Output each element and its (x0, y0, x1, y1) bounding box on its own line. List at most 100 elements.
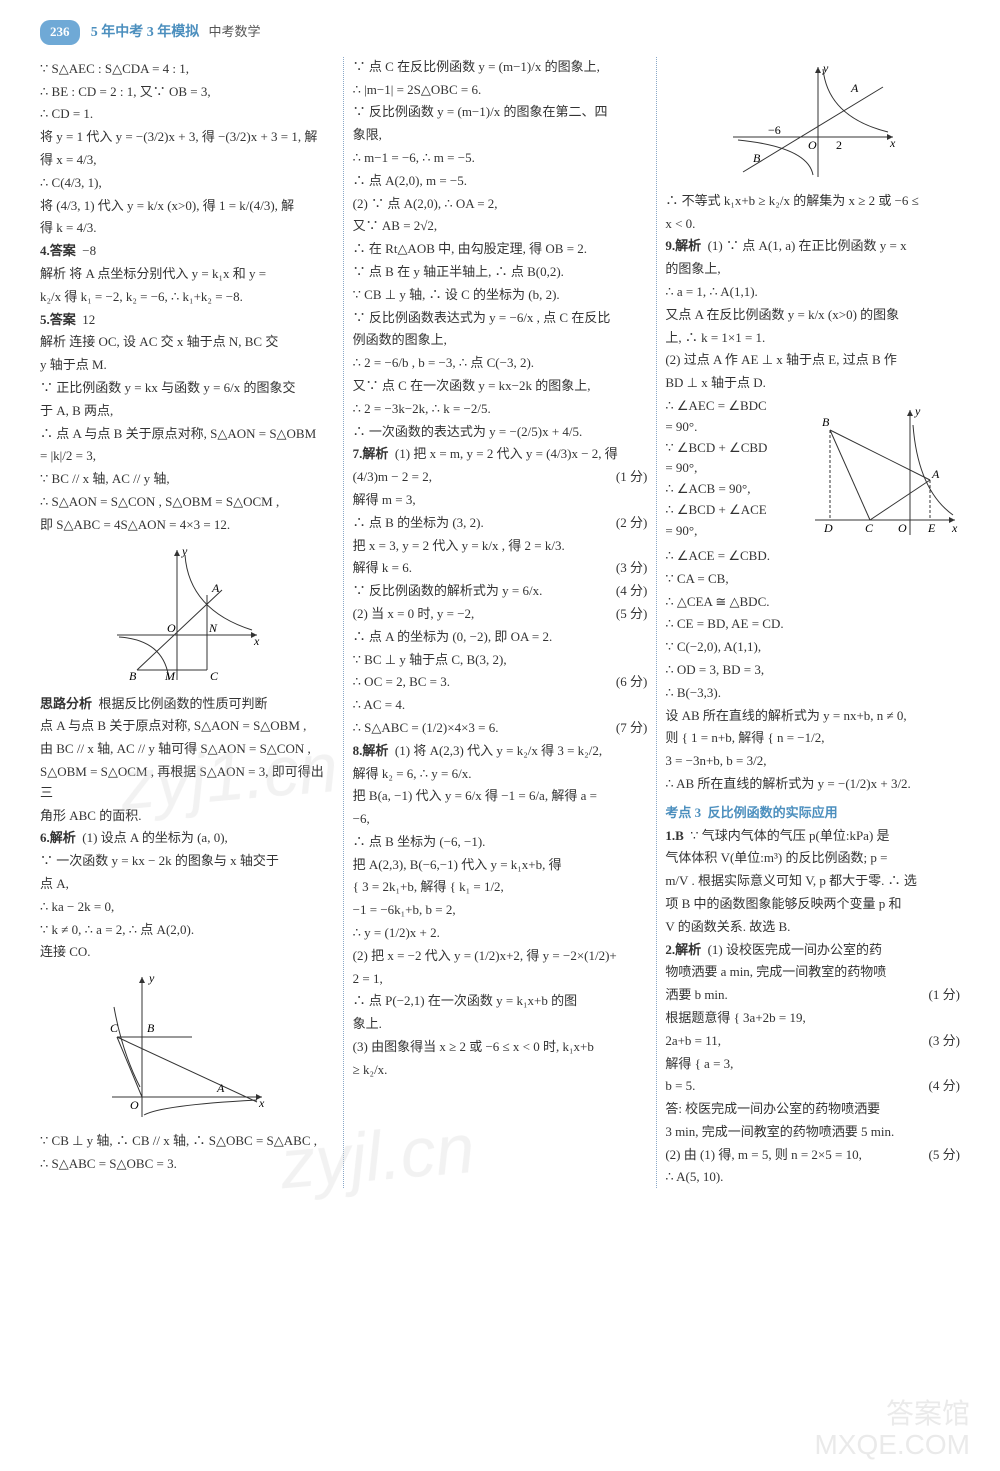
text-line: ∴ OD = 3, BD = 3, (665, 660, 960, 681)
svg-text:O: O (898, 521, 907, 535)
text-line: ∴ 在 Rt△AOB 中, 由勾股定理, 得 OB = 2. (353, 239, 648, 260)
svg-text:y: y (914, 404, 921, 418)
score: (1 分) (929, 985, 960, 1006)
text-line: 把 B(a, −1) 代入 y = 6/x 得 −1 = 6/a, 解得 a = (353, 786, 648, 807)
text-line: 将 (4/3, 1) 代入 y = k/x (x>0), 得 1 = k/(4/… (40, 196, 335, 217)
page-header: 236 5 年中考 3 年模拟 中考数学 (40, 20, 960, 45)
text-line: ∴ m−1 = −6, ∴ m = −5. (353, 148, 648, 169)
text-line: ∴ a = 1, ∴ A(1,1). (665, 282, 960, 303)
text-line: 把 A(2,3), B(−6,−1) 代入 y = k₁x+b, 得 (353, 855, 648, 876)
text-line: ∵ k ≠ 0, ∴ a = 2, ∴ 点 A(2,0). (40, 920, 335, 941)
text-line: ∵ S△AEC : S△CDA = 4 : 1, (40, 59, 335, 80)
text-line: 上, ∴ k = 1×1 = 1. (665, 328, 960, 349)
text-line: ∵ 反比例函数的解析式为 y = 6/x.(4 分) (353, 581, 648, 602)
svg-text:x: x (253, 634, 260, 648)
text-line: ∴ 点 A 的坐标为 (0, −2), 即 OA = 2. (353, 627, 648, 648)
t1: 1.B ∵ 气球内气体的气压 p(单位:kPa) 是 (665, 826, 960, 847)
svg-text:y: y (822, 61, 829, 75)
text-line: −1 = −6k₁+b, b = 2, (353, 900, 648, 921)
text-line: 根据题意得 { 3a+2b = 19, (665, 1008, 960, 1029)
q5-title: 5.答案 (40, 312, 76, 327)
text-line: ∵ 点 B 在 y 轴正半轴上, ∴ 点 B(0,2). (353, 262, 648, 283)
svg-text:A: A (211, 581, 220, 595)
text-line: −6, (353, 809, 648, 830)
score: (1 分) (616, 467, 647, 488)
svg-text:B: B (147, 1021, 155, 1035)
t1-title: 1.B (665, 828, 683, 843)
text-line: ∴ AB 所在直线的解析式为 y = −(1/2)x + 3/2. (665, 774, 960, 795)
text-line: 2 = 1, (353, 969, 648, 990)
text-line: 气体体积 V(单位:m³) 的反比例函数; p = (665, 848, 960, 869)
text-line: ∴ 点 B 坐标为 (−6, −1). (353, 832, 648, 853)
score: (5 分) (616, 604, 647, 625)
text-line: 物喷洒要 a min, 完成一间教室的药物喷 (665, 962, 960, 983)
text-line: (3) 由图象得当 x ≥ 2 或 −6 ≤ x < 0 时, k₁x+b (353, 1037, 648, 1058)
text-line: V 的函数关系. 故选 B. (665, 917, 960, 938)
text-line: 即 S△ABC = 4S△AON = 4×3 = 12. (40, 515, 335, 536)
svg-text:C: C (865, 521, 874, 535)
score: (2 分) (616, 513, 647, 534)
score: (5 分) (929, 1145, 960, 1166)
topic-label: 考点 3 (665, 805, 701, 820)
text-line: 象上. (353, 1014, 648, 1035)
svg-text:D: D (823, 521, 833, 535)
score: (3 分) (929, 1031, 960, 1052)
q8: 8.解析 (1) 将 A(2,3) 代入 y = k₂/x 得 3 = k₂/2… (353, 741, 648, 762)
text-line: S△OBM = S△OCM , 再根据 S△AON = 3, 即可得出三 (40, 762, 335, 804)
score: (4 分) (616, 581, 647, 602)
q5: 5.答案 12 (40, 310, 335, 331)
text-line: 由 BC // x 轴, AC // y 轴可得 S△AON = S△CON , (40, 739, 335, 760)
text-line: ∴ y = (1/2)x + 2. (353, 923, 648, 944)
svg-text:N: N (208, 621, 218, 635)
q9-title: 9.解析 (665, 238, 701, 253)
text-line: 例函数的图象上, (353, 330, 648, 351)
text-line: 解析 连接 OC, 设 AC 交 x 轴于点 N, BC 交 (40, 332, 335, 353)
svg-text:B: B (753, 151, 761, 165)
text-line: ∴ OC = 2, BC = 3.(6 分) (353, 672, 648, 693)
q9: 9.解析 (1) ∵ 点 A(1, a) 在正比例函数 y = x (665, 236, 960, 257)
text-line: 又∵ AB = 2√2, (353, 216, 648, 237)
text-line: ∴ ka − 2k = 0, (40, 897, 335, 918)
text-line: 点 A, (40, 874, 335, 895)
text-line: ∵ 一次函数 y = kx − 2k 的图象与 x 轴交于 (40, 851, 335, 872)
svg-text:y: y (148, 971, 155, 985)
text-line: ∴ CD = 1. (40, 104, 335, 125)
text-line: ∴ A(5, 10). (665, 1167, 960, 1188)
text-line: 于 A, B 两点, (40, 401, 335, 422)
svg-text:O: O (808, 138, 817, 152)
text-line: y 轴于点 M. (40, 355, 335, 376)
svg-text:E: E (927, 521, 936, 535)
text-line: ∴ S△ABC = S△OBC = 3. (40, 1154, 335, 1175)
book-title: 5 年中考 3 年模拟 (91, 25, 200, 40)
figure-2: C B A O x y (102, 967, 272, 1127)
text-line: (2) 把 x = −2 代入 y = (1/2)x+2, 得 y = −2×(… (353, 946, 648, 967)
text-line: ∵ BC ⊥ y 轴于点 C, B(3, 2), (353, 650, 648, 671)
text-line: { 3 = 2k₁+b, 解得 { k₁ = 1/2, (353, 877, 648, 898)
svg-text:B: B (822, 415, 830, 429)
t2-title: 2.解析 (665, 942, 701, 957)
text-line: 则 { 1 = n+b, 解得 { n = −1/2, (665, 728, 960, 749)
text-line: 解得 k₂ = 6, ∴ y = 6/x. (353, 764, 648, 785)
q8-title: 8.解析 (353, 743, 389, 758)
q7-title: 7.解析 (353, 446, 389, 461)
text-line: ∴ 不等式 k₁x+b ≥ k₂/x 的解集为 x ≥ 2 或 −6 ≤ (665, 191, 960, 212)
text-line: ∴ S△ABC = (1/2)×4×3 = 6.(7 分) (353, 718, 648, 739)
svg-text:A: A (216, 1081, 225, 1095)
text-line: ∴ 2 = −6/b , b = −3, ∴ 点 C(−3, 2). (353, 353, 648, 374)
q4-title: 4.答案 (40, 243, 76, 258)
figure-1: A B C O N M x y (107, 540, 267, 690)
text-line: 象限, (353, 125, 648, 146)
svg-text:x: x (951, 521, 958, 535)
text-line: (2) 由 (1) 得, m = 5, 则 n = 2×5 = 10, (665, 1145, 960, 1166)
text-line: 把 x = 3, y = 2 代入 y = k/x , 得 2 = k/3. (353, 536, 648, 557)
q5-answer: 12 (82, 312, 95, 327)
text-line: ∴ S△AON = S△CON , S△OBM = S△OCM , (40, 492, 335, 513)
content-columns: ∵ S△AEC : S△CDA = 4 : 1, ∴ BE : CD = 2 :… (40, 57, 960, 1188)
text-line: ∴ 2 = −3k−2k, ∴ k = −2/5. (353, 399, 648, 420)
svg-text:x: x (889, 136, 896, 150)
text-line: 3 = −3n+b, b = 3/2, (665, 751, 960, 772)
topic-text: 反比例函数的实际应用 (708, 805, 838, 820)
topic-header: 考点 3 反比例函数的实际应用 (665, 803, 960, 824)
svg-text:O: O (130, 1098, 139, 1112)
text-line: 得 k = 4/3. (40, 218, 335, 239)
